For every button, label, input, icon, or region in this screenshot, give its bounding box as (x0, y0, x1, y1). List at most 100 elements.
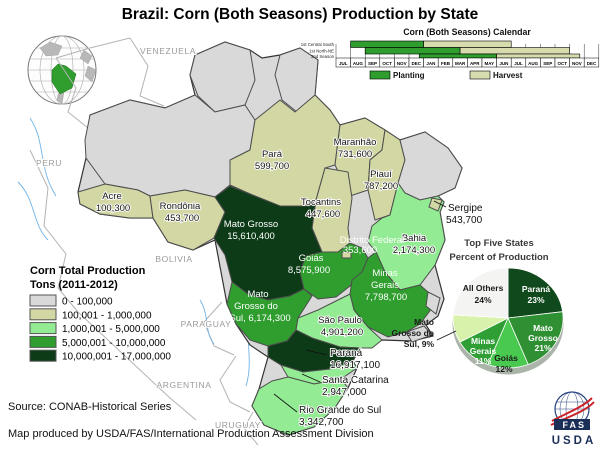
pie-label-goias-name: Goiás (494, 353, 518, 363)
logo-fas-banner (554, 419, 590, 430)
label-maranhao-name: Maranhão (334, 137, 377, 148)
month-tick: OCT (382, 61, 392, 66)
month-tick: JUL (514, 61, 523, 66)
leader-santa-catarina (301, 373, 321, 383)
label-paraguay: PARAGUAY (181, 319, 232, 329)
label-rio-grande-do-sul-value: 3,342,700 (299, 417, 344, 428)
month-tick: SEP (543, 61, 552, 66)
label-piaui-name: Piauí (370, 169, 392, 180)
leader-pie-mgs (436, 330, 457, 341)
label-mgs-line2: Grosso do (234, 301, 278, 312)
pie-label-mt-line2: Grosso (528, 333, 558, 343)
calendar-month-axis: JUL AUG SEP OCT NOV DEC JAN FEB MAR APR … (335, 57, 600, 68)
legend-title-line1: Corn Total Production (30, 265, 146, 277)
legend-label-5: 10,000,001 - 17,000,000 (62, 352, 171, 363)
label-argentina: ARGENTINA (157, 380, 212, 390)
calendar-row-label-2: 1st North-NE (309, 48, 334, 53)
pie-label-mgs-pct: Sul, 9% (404, 339, 435, 349)
month-tick: MAY (485, 61, 495, 66)
legend-label-1: 0 - 100,000 (62, 297, 113, 308)
pie-label-goias-pct: 12% (495, 364, 512, 374)
label-maranhao-value: 731,600 (338, 149, 372, 160)
logo-fas-text: FAS (562, 420, 586, 430)
calendar-legend: Planting Harvest (369, 70, 523, 80)
neighbor-country-borders (29, 37, 259, 446)
month-tick: DEC (412, 61, 422, 66)
month-tick: SEP (368, 61, 377, 66)
label-santa-catarina-name: Santa Catarina (322, 375, 389, 386)
label-venezuela: VENEZUELA (140, 46, 196, 56)
legend-swatch-2 (29, 308, 57, 321)
legend-swatch-4 (29, 335, 57, 348)
label-minas-line1: Minas (372, 268, 398, 279)
pie-label-mgs-line1: Mato (414, 317, 434, 327)
leader-rio-grande-do-sul (273, 393, 298, 413)
label-tocantins-name: Tocantins (301, 197, 341, 208)
produced-by-line: Map produced by USDA/FAS/International P… (8, 428, 374, 440)
label-uruguay: URUGUAY (215, 420, 261, 430)
label-rondonia-value: 453,700 (165, 213, 199, 224)
label-df-value: 353,600 (343, 245, 377, 256)
pie-title-line1: Top Five States (464, 238, 534, 249)
label-sao-paulo-name: São Paulo (318, 315, 362, 326)
pie-label-mt-line1: Mato (533, 323, 553, 333)
label-goias-name: Goiás (299, 253, 324, 264)
pie-label-mg-pct: 11% (475, 356, 492, 366)
page-title: Brazil: Corn (Both Seasons) Production b… (122, 6, 479, 23)
country-labels: VENEZUELA PERU BOLIVIA PARAGUAY ARGENTIN… (35, 45, 261, 431)
pie-label-parana-name: Paraná (522, 284, 551, 294)
legend-swatch-1 (29, 294, 57, 307)
label-rio-grande-do-sul-name: Rio Grande do Sul (299, 405, 381, 416)
state-sergipe (428, 197, 443, 212)
label-para-name: Pará (262, 149, 283, 160)
pie-slice-mato-grosso (507, 311, 564, 366)
label-goias-value: 8,575,900 (288, 265, 330, 276)
pie-label-mg-line1: Minas (471, 336, 495, 346)
logo-usda-text: USDA (552, 435, 597, 447)
label-piaui-value: 787,200 (364, 181, 398, 192)
month-tick: FEB (441, 61, 451, 66)
label-minas-value: 7,798,700 (365, 292, 407, 303)
bar-central-south-planting (350, 40, 424, 48)
label-mgs-line1: Mato (247, 289, 268, 300)
planting-swatch (369, 70, 391, 80)
label-mgs-value: Sul, 6,174,300 (229, 313, 290, 324)
label-sergipe-value: 543,700 (446, 215, 483, 226)
month-tick: JAN (426, 61, 435, 66)
label-peru: PERU (36, 158, 62, 168)
month-tick: DEC (587, 61, 597, 66)
label-tocantins-value: 447,600 (306, 209, 340, 220)
legend-swatch-3 (29, 322, 57, 335)
callout-labels: Sergipe 543,700 Paraná 16,917,100 Santa … (273, 200, 484, 429)
usda-fas-logo: FAS USDA (550, 391, 597, 447)
month-tick: AUG (353, 61, 363, 66)
planting-label: Planting (393, 71, 425, 80)
pie-label-mt-pct: 21% (534, 343, 551, 353)
label-para-value: 599,700 (255, 161, 289, 172)
label-santa-catarina-value: 2,947,000 (322, 387, 367, 398)
label-bolivia: BOLIVIA (155, 254, 192, 264)
month-tick: JUL (339, 61, 348, 66)
label-rondonia-name: Rondônia (160, 201, 201, 212)
pie-label-others-pct: 24% (474, 295, 491, 305)
state-espirito-santo (425, 291, 441, 315)
calendar-bars (350, 40, 581, 59)
legend-label-4: 5,000,001 - 10,000,000 (62, 338, 166, 349)
label-bahia-name: Bahia (402, 233, 427, 244)
state-parana (267, 329, 361, 373)
harvest-swatch (469, 70, 491, 80)
label-mato-grosso-name: Mato Grosso (224, 219, 278, 230)
label-parana-value: 16,917,100 (330, 360, 380, 371)
legend-swatch-5 (29, 349, 57, 362)
state-distrito-federal (341, 251, 352, 259)
pie-label-parana-pct: 23% (527, 295, 544, 305)
bar-north-ne-harvest (459, 47, 570, 55)
label-sao-paulo-value: 4,901,200 (321, 327, 363, 338)
bar-north-ne-planting (364, 47, 461, 55)
pie-label-mgs-line2: Grosso do (391, 328, 434, 338)
label-minas-line2: Gerais (371, 280, 399, 291)
month-tick: JUN (499, 61, 508, 66)
globe-brazil-highlight (51, 63, 77, 95)
legend-title-line2: Tons (2011-2012) (30, 279, 118, 291)
